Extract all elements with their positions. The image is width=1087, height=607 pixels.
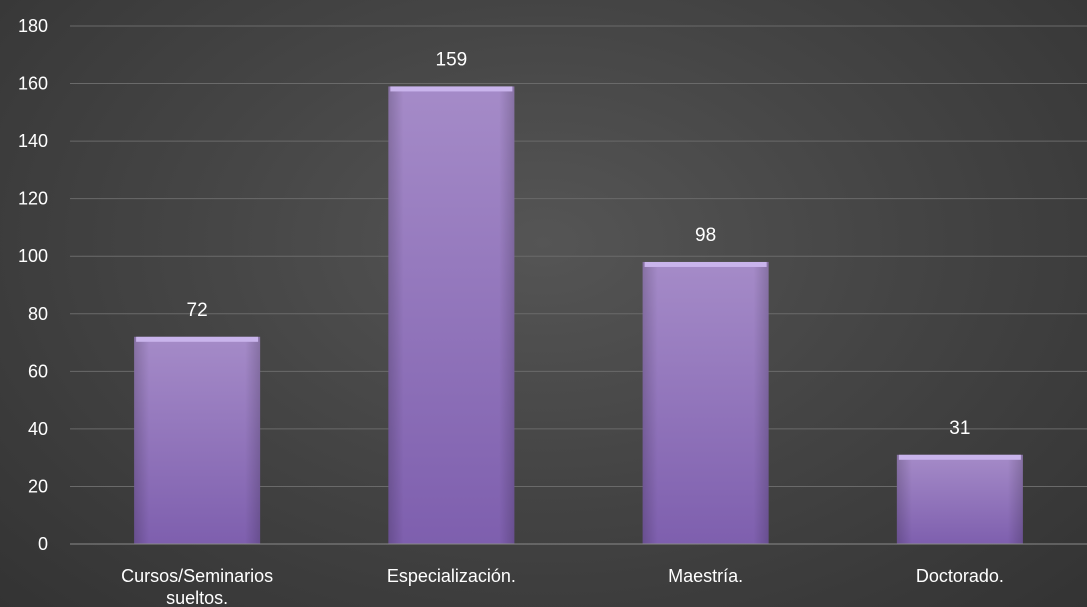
bar-top-highlight	[136, 336, 259, 342]
bar	[896, 454, 1023, 544]
bar-shade	[896, 454, 1023, 544]
bar	[134, 336, 261, 544]
y-tick-label: 120	[18, 189, 48, 209]
bar	[388, 86, 515, 544]
x-category-label: Doctorado.	[916, 566, 1004, 586]
y-tick-label: 100	[18, 246, 48, 266]
data-labels: 72 159 98 31	[187, 49, 971, 438]
bar-shade	[134, 336, 261, 544]
x-category-label: Maestría.	[668, 566, 743, 586]
bars	[134, 86, 1023, 544]
y-tick-label: 160	[18, 74, 48, 94]
x-category-label: Cursos/Seminarios	[121, 566, 273, 586]
x-axis-categories: Cursos/Seminarios sueltos. Especialización…	[121, 566, 1004, 607]
bar-top-highlight	[644, 261, 767, 267]
bar-top-highlight	[390, 86, 513, 92]
y-tick-label: 80	[28, 304, 48, 324]
x-category-label: Especialización.	[387, 566, 516, 586]
y-tick-label: 140	[18, 131, 48, 151]
y-tick-label: 60	[28, 361, 48, 381]
data-label: 159	[436, 49, 468, 70]
bar	[642, 261, 769, 544]
bar-top-highlight	[898, 454, 1021, 460]
data-label: 72	[187, 300, 208, 321]
y-tick-label: 0	[38, 534, 48, 554]
y-tick-label: 40	[28, 419, 48, 439]
bar-shade	[642, 261, 769, 544]
y-tick-label: 180	[18, 16, 48, 36]
y-tick-label: 20	[28, 476, 48, 496]
x-category-label: sueltos.	[166, 588, 228, 607]
data-label: 31	[949, 418, 970, 439]
bar-shade	[388, 86, 515, 544]
y-axis-ticks: 0 20 40 60 80 100 120 140 160 180	[18, 16, 48, 554]
data-label: 98	[695, 225, 716, 246]
